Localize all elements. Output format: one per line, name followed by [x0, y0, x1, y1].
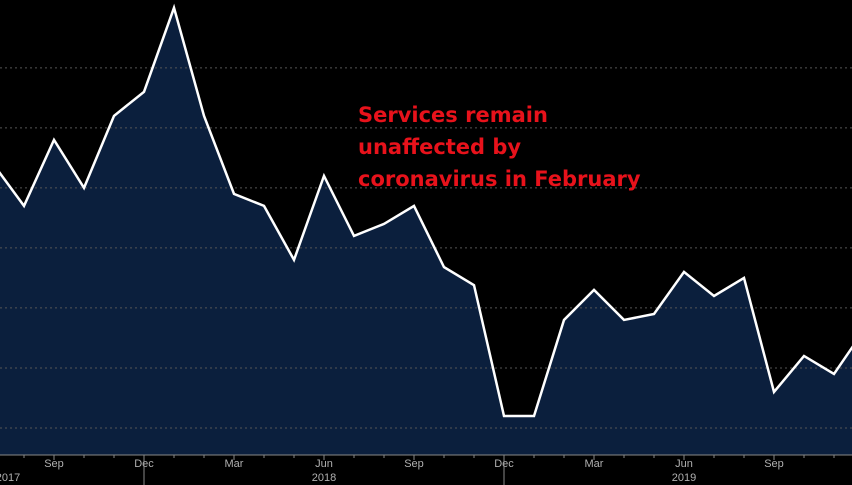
- annotation: Services remain: [358, 103, 548, 127]
- x-tick-label: Jun: [315, 458, 333, 470]
- x-tick-label: Sep: [44, 458, 64, 470]
- x-tick-label: Jun: [675, 458, 693, 470]
- series-line: [0, 3, 852, 418]
- x-tick-label: Sep: [764, 458, 784, 470]
- x-tick-label: Mar: [585, 458, 604, 470]
- annotation: unaffected by: [358, 135, 521, 159]
- x-tick-label: Sep: [404, 458, 424, 470]
- year-label: 2019: [672, 472, 696, 484]
- year-label: 2017: [0, 472, 20, 484]
- year-label: 2018: [312, 472, 336, 484]
- annotation: coronavirus in February: [358, 167, 641, 191]
- x-tick-label: Mar: [225, 458, 244, 470]
